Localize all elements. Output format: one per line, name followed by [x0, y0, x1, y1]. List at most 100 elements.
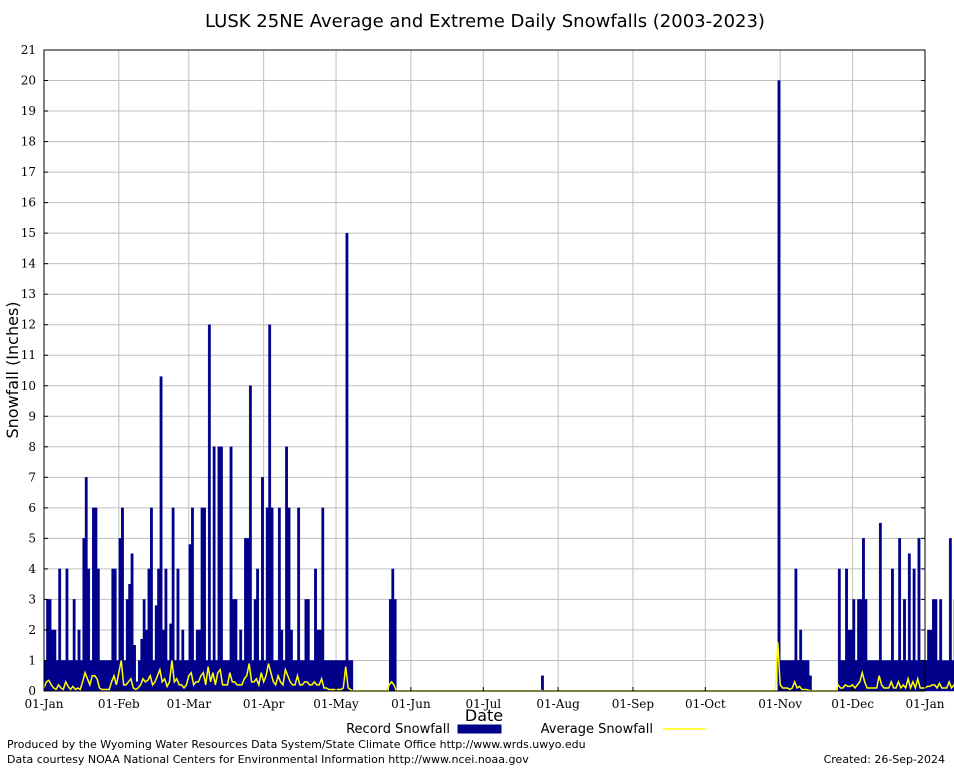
y-tick-label: 13	[21, 287, 36, 301]
y-axis-label: Snowfall (Inches)	[3, 301, 22, 438]
record-snowfall-bar	[239, 629, 243, 692]
record-snowfall-bar	[82, 538, 86, 692]
record-snowfall-bar	[232, 599, 235, 692]
record-snowfall-bar	[934, 599, 938, 692]
y-tick-label: 3	[28, 592, 36, 606]
record-snowfall-bar	[541, 675, 544, 692]
record-snowfall-bar	[350, 660, 354, 692]
x-tick-label: 01-Nov	[758, 697, 802, 711]
record-snowfall-bar	[849, 629, 853, 692]
y-tick-label: 14	[21, 257, 37, 271]
y-tick-label: 5	[28, 531, 36, 545]
record-snowfall-bar	[944, 660, 947, 692]
record-snowfall-bar	[176, 568, 180, 692]
x-tick-label: 01-Oct	[685, 697, 726, 711]
plot-frame	[43, 49, 926, 692]
record-snowfall-bar	[191, 507, 194, 692]
record-snowfall-bar	[311, 660, 315, 692]
y-tick-label: 15	[21, 226, 36, 240]
record-snowfall-bar	[84, 477, 88, 692]
x-tick-label: 01-Dec	[831, 697, 874, 711]
record-snowfall-bar	[948, 538, 952, 692]
record-snowfall-bar	[886, 660, 889, 692]
record-snowfall-bar	[333, 660, 337, 692]
record-snowfall-bar	[939, 599, 943, 692]
record-snowfall-bar	[51, 629, 54, 692]
record-snowfall-bar	[316, 629, 320, 692]
record-snowfall-bar	[123, 660, 127, 692]
record-snowfall-bar	[864, 599, 868, 692]
record-snowfall-bar	[304, 599, 308, 692]
record-snowfall-bar	[837, 568, 841, 692]
record-snowfall-bar	[217, 446, 221, 692]
record-snowfall-bar	[268, 324, 272, 692]
record-snowfall-bar	[261, 477, 264, 692]
record-snowfall-bar	[273, 660, 276, 692]
record-snowfall-bar	[164, 568, 168, 692]
record-snowfall-bar	[866, 660, 870, 692]
legend-label-record: Record Snowfall	[346, 722, 450, 737]
record-snowfall-bar	[150, 507, 153, 692]
y-tick-label: 0	[28, 684, 36, 698]
record-snowfall-bar	[53, 629, 57, 692]
record-snowfall-bar	[777, 80, 781, 692]
record-snowfall-bar	[787, 660, 791, 692]
record-snowfall-bar	[270, 507, 274, 692]
record-snowfall-bar	[147, 568, 151, 692]
x-tick-label: 01-Jul	[465, 697, 501, 711]
record-snowfall-bar	[929, 629, 933, 692]
record-snowfall-bar	[113, 568, 117, 692]
y-tick-label: 20	[21, 74, 36, 88]
record-snowfall-bar	[789, 660, 793, 692]
record-snowfall-bar	[847, 629, 851, 692]
record-snowfall-bar	[941, 660, 945, 692]
x-tick-label: 01-Mar	[167, 697, 212, 711]
record-snowfall-bar	[188, 544, 192, 692]
record-snowfall-bar	[152, 660, 156, 692]
y-tick-label: 12	[21, 318, 36, 332]
record-snowfall-bar	[328, 660, 332, 692]
record-snowfall-bar	[48, 599, 52, 692]
record-snowfall-bar	[229, 446, 233, 692]
record-snowfall-bar	[101, 660, 105, 692]
record-snowfall-bar	[248, 385, 252, 692]
record-snowfall-bar	[128, 583, 132, 692]
y-tick-label: 8	[28, 440, 36, 454]
record-snowfall-bar	[200, 507, 204, 692]
record-snowfall-bar	[878, 522, 882, 692]
record-snowfall-bar	[840, 660, 844, 692]
y-tick-label: 4	[28, 562, 36, 576]
record-snowfall-bar	[178, 660, 182, 692]
x-tick-label: 01-Feb	[98, 697, 140, 711]
record-snowfall-bar	[224, 660, 228, 692]
x-tick-label: 01-Jan	[905, 697, 944, 711]
record-snowfall-bar	[869, 660, 873, 692]
record-snowfall-bars	[43, 80, 954, 692]
y-tick-label: 16	[21, 196, 36, 210]
record-snowfall-bar	[65, 568, 69, 692]
y-tick-label: 21	[21, 43, 36, 57]
record-snowfall-bar	[871, 660, 875, 692]
record-snowfall-bar	[287, 507, 291, 692]
record-snowfall-bar	[77, 629, 81, 692]
legend-swatch-record	[457, 724, 502, 734]
record-snowfall-bar	[58, 568, 62, 692]
record-snowfall-bar	[222, 660, 226, 692]
y-tick-label: 18	[21, 135, 36, 149]
record-snowfall-bar	[251, 660, 255, 692]
record-snowfall-bar	[893, 660, 897, 692]
record-snowfall-bar	[72, 599, 76, 692]
record-snowfall-bar	[92, 507, 95, 692]
y-tick-label: 9	[28, 409, 36, 423]
record-snowfall-bar	[326, 660, 330, 692]
record-snowfall-bar	[299, 660, 303, 692]
record-snowfall-bar	[174, 660, 177, 692]
y-tick-label: 6	[28, 501, 36, 515]
record-snowfall-bar	[302, 660, 305, 692]
record-snowfall-bar	[314, 568, 317, 692]
record-snowfall-bar	[862, 538, 865, 692]
record-snowfall-bar	[306, 599, 310, 692]
x-tick-label: 01-May	[313, 697, 359, 711]
axis-ticks: 012345678910111213141516171819202101-Jan…	[21, 43, 945, 711]
